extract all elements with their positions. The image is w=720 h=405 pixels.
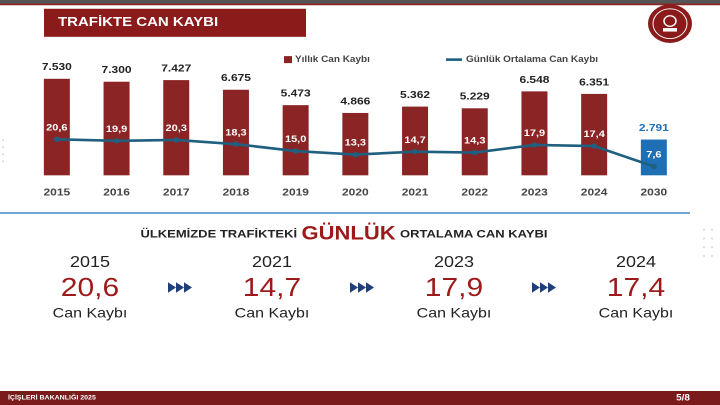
headline-part: ÜLKEMİZDE TRAFİKTEKİ [140, 227, 297, 241]
line-value-label: 17,4 [583, 130, 605, 140]
line-value-label: 13,3 [345, 138, 367, 148]
x-tick-label: 2030 [641, 187, 668, 198]
x-tick-label: 2024 [581, 187, 608, 198]
line-value-label: 15,0 [285, 135, 307, 145]
bar [342, 112, 369, 176]
line-point [232, 141, 239, 147]
line-value-label: 17,9 [524, 129, 546, 139]
bar-value-label: 2.791 [639, 123, 669, 134]
summary-year: 2024 [616, 253, 656, 271]
bar [282, 105, 309, 176]
headline-part: ORTALAMA CAN KAYBI [400, 228, 548, 241]
legend-label: Günlük Ortalama Can Kaybı [466, 54, 598, 64]
x-tick-label: 2020 [342, 187, 369, 198]
bar [461, 108, 488, 176]
line-value-label: 18,3 [225, 128, 247, 138]
line-point [591, 143, 598, 149]
logo [648, 4, 692, 43]
legend-swatch [284, 56, 292, 64]
bar-value-label: 5.362 [400, 90, 430, 101]
line-point [292, 148, 299, 154]
line-point [471, 149, 478, 156]
line-value-label: 20,3 [166, 124, 188, 134]
x-tick-label: 2023 [521, 187, 548, 198]
summary-label: Can Kaybı [235, 305, 310, 321]
line-value-label: 19,9 [106, 125, 128, 135]
slide-title: TRAFİKTE CAN KAYBI [58, 14, 218, 29]
line-point [412, 149, 419, 155]
summary-year: 2021 [252, 253, 292, 271]
footer-text: İÇİŞLERİ BAKANLIĞI 2025 [8, 393, 96, 401]
line-point [173, 137, 180, 143]
summary-headline: ÜLKEMİZDE TRAFİKTEKİ GÜNLÜK ORTALAMA CAN… [140, 223, 547, 244]
dots-right [702, 228, 714, 258]
x-tick-label: 2021 [402, 187, 429, 198]
line-value-label: 14,7 [404, 135, 426, 145]
line-value-label: 14,3 [464, 136, 486, 146]
x-tick-label: 2015 [44, 187, 71, 198]
headline-emphasis: GÜNLÜK [302, 223, 396, 244]
bar [640, 139, 667, 176]
summary-value: 20,6 [61, 272, 119, 302]
chart: 2015 2016 2017 2018 2019 2020 2021 2022 2023 2024… [42, 54, 669, 199]
line-point [53, 136, 60, 142]
summary-label: Can Kaybı [417, 305, 492, 321]
line-point [352, 151, 359, 158]
bar [402, 106, 429, 176]
summary-label: Can Kaybı [599, 305, 674, 321]
line-value-label: 20,6 [46, 123, 68, 133]
bar-value-label: 5.229 [460, 91, 490, 102]
summary-value: 17,4 [607, 272, 665, 302]
bar-value-label: 7.300 [102, 65, 132, 76]
bar [103, 81, 130, 176]
summary-year: 2015 [70, 253, 110, 271]
x-tick-label: 2019 [282, 187, 309, 198]
dots-left [1, 139, 5, 163]
legend-label: Yıllık Can Kaybı [295, 54, 370, 64]
line-point [531, 142, 538, 148]
x-tick-label: 2016 [103, 187, 130, 198]
bar [521, 91, 548, 176]
line-value-label: 7,6 [646, 150, 662, 160]
bar [163, 80, 190, 176]
summary-value: 17,9 [425, 272, 483, 302]
arrows [168, 282, 556, 293]
x-tick-label: 2017 [163, 187, 190, 198]
line-point [113, 138, 120, 144]
summary-value: 14,7 [243, 272, 301, 302]
bar-value-label: 6.548 [519, 74, 549, 85]
top-bar [0, 0, 720, 4]
line-point [650, 163, 657, 170]
summary-year: 2023 [434, 253, 474, 271]
title-banner [44, 8, 306, 37]
bar-value-label: 4.866 [340, 96, 370, 107]
bar-value-label: 6.351 [579, 77, 609, 88]
x-tick-label: 2018 [223, 187, 250, 198]
footer-bar [0, 390, 720, 405]
bar [581, 93, 608, 176]
bar-value-label: 7.530 [42, 62, 72, 73]
summary-label: Can Kaybı [53, 305, 128, 321]
bar-value-label: 5.473 [281, 88, 311, 99]
bar-value-label: 6.675 [221, 73, 251, 84]
page-number: 5/8 [676, 392, 690, 402]
bar [43, 78, 70, 176]
top-stripe [0, 3, 720, 6]
bar [222, 89, 249, 176]
bar-value-label: 7.427 [161, 63, 191, 74]
x-tick-label: 2022 [461, 187, 488, 198]
